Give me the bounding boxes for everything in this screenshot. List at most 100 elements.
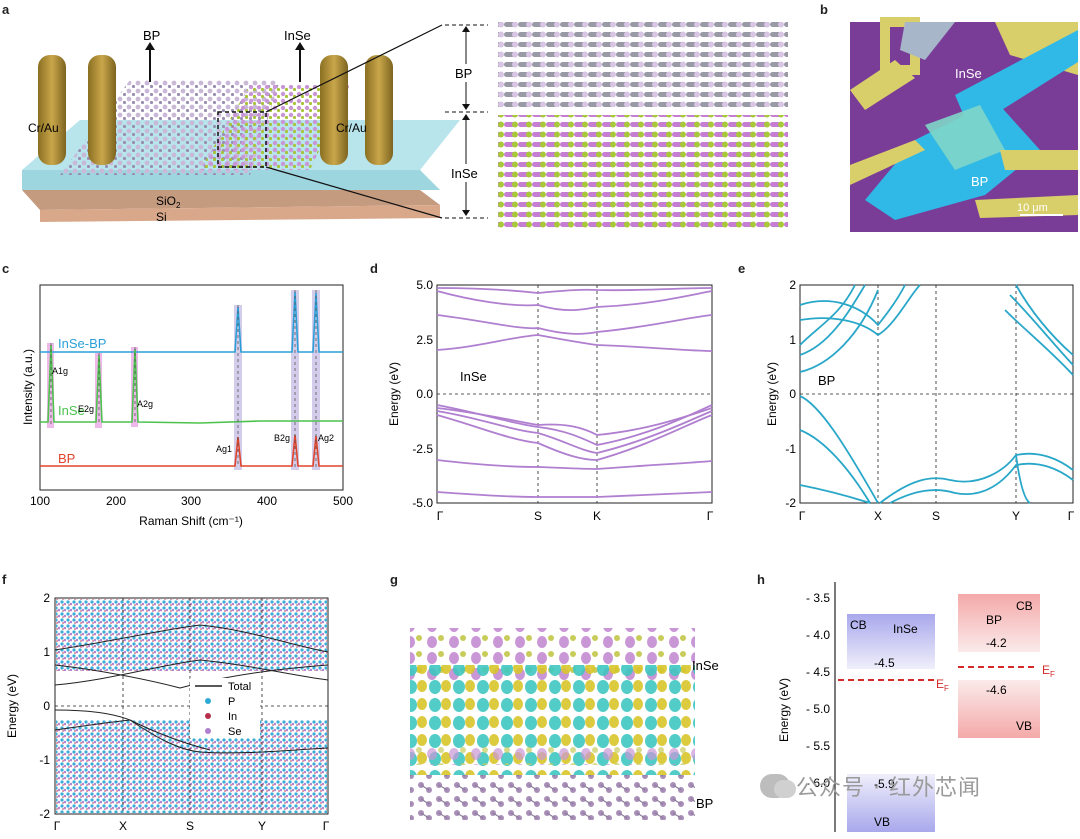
d-xtick-s: S (534, 509, 542, 523)
f-xtick-gamma2: Γ (323, 819, 330, 833)
h-ytick-5.5: - 5.5 (806, 739, 830, 753)
e-xtick-s: S (932, 509, 940, 523)
f-ytick-m1: -1 (39, 753, 50, 767)
label-electrode-left: Cr/Au (28, 121, 59, 135)
h-bp-name: BP (986, 613, 1002, 627)
c-xtick-200: 200 (106, 494, 126, 508)
h-inse-cb-value: -4.5 (874, 656, 895, 670)
f-legend-total: Total (228, 681, 251, 693)
label-layer-bp: BP (455, 66, 472, 81)
f-legend-se: Se (228, 726, 241, 738)
wechat-icon (760, 774, 796, 798)
electrode-left (38, 55, 116, 165)
scale-bar-label: 10 μm (1017, 202, 1048, 214)
h-bp-cb-value: -4.2 (986, 636, 1007, 650)
label-electrode-right: Cr/Au (336, 121, 367, 135)
h-inse-vb-value: -5.9 (874, 777, 895, 791)
h-ytick-5.0: - 5.0 (806, 702, 830, 716)
watermark: 公众号 · 红外芯闻 (760, 770, 981, 802)
peak-b2g: B2g (274, 433, 290, 443)
peak-ag1: Ag1 (216, 444, 232, 454)
panel-label-d: d (370, 261, 378, 276)
panel-label-f: f (2, 572, 7, 587)
d-ytick-m2.5: -2.5 (412, 442, 433, 456)
watermark-text: 公众号 · 红外芯闻 (796, 776, 981, 801)
label-layer-inse: InSe (451, 166, 478, 181)
c-xtick-100: 100 (30, 494, 50, 508)
e-xtick-gamma2: Γ (1068, 509, 1075, 523)
d-ytick-2.5: 2.5 (416, 333, 433, 347)
label-sio2: SiO2 (156, 194, 181, 210)
d-ytick-0: 0.0 (416, 387, 433, 401)
e-xtick-x: X (874, 509, 882, 523)
label-g-bp: BP (696, 796, 713, 811)
raman-chart: InSe-BP InSe BP A1g E2g A2g Ag1 B2g Ag2 … (21, 284, 353, 528)
peak-a2g: A2g (137, 399, 153, 409)
f-ytick-1: 1 (43, 645, 50, 659)
c-xlabel: Raman Shift (cm⁻¹) (139, 514, 243, 528)
f-xtick-x: X (119, 819, 127, 833)
h-inse-vb: VB (874, 815, 890, 829)
e-ytick-0: 0 (789, 387, 796, 401)
c-xtick-300: 300 (181, 494, 201, 508)
e-xtick-y: Y (1012, 509, 1020, 523)
series-label-inse: InSe (58, 403, 85, 418)
h-bp-cb: CB (1016, 599, 1033, 613)
h-fermi-level-right: EF (1042, 663, 1055, 679)
device-schematic: BP InSe Cr/Au Cr/Au SiO2 Si BP InSe (22, 22, 788, 230)
f-xtick-s: S (186, 819, 194, 833)
label-inse-arrow: InSe (284, 28, 311, 43)
panel-label-b: b (820, 2, 828, 17)
h-bp-vb-value: -4.6 (986, 683, 1007, 697)
label-b-bp: BP (971, 174, 988, 189)
panel-e: e BP 2 1 0 -1 -2 (720, 255, 1080, 535)
d-xtick-gamma1: Γ (437, 509, 444, 523)
c-ylabel: Intensity (a.u.) (21, 349, 35, 425)
h-ytick-4.0: - 4.0 (806, 628, 830, 642)
label-bp-arrow: BP (143, 28, 160, 43)
c-xtick-500: 500 (333, 494, 353, 508)
h-inse-cb: CB (850, 618, 867, 632)
f-legend-p: P (228, 696, 235, 708)
e-material-label: BP (818, 373, 835, 388)
e-ytick-2: 2 (789, 278, 796, 292)
f-xtick-gamma1: Γ (54, 819, 61, 833)
f-ytick-0: 0 (43, 699, 50, 713)
f-xtick-y: Y (258, 819, 266, 833)
h-ylabel: Energy (eV) (777, 678, 791, 742)
heterostructure-band-structure: Total P In Se 2 1 0 -1 -2 Γ X S Y Γ Ener… (5, 591, 330, 833)
peak-ag2: Ag2 (318, 433, 334, 443)
h-ytick-3.5: - 3.5 (806, 591, 830, 605)
label-g-inse: InSe (692, 658, 719, 673)
e-ytick-1: 1 (789, 333, 796, 347)
panel-label-g: g (390, 572, 398, 587)
f-legend-in: In (228, 711, 237, 723)
optical-micrograph: InSe BP 10 μm (850, 17, 1078, 232)
h-inse-name: InSe (893, 622, 918, 636)
panel-g: g InSe BP (380, 570, 740, 834)
f-ytick-2: 2 (43, 591, 50, 605)
peak-a1g: A1g (52, 366, 68, 376)
panel-label-e: e (738, 261, 746, 276)
panel-label-a: a (2, 2, 10, 17)
e-ytick-m2: -2 (785, 496, 796, 510)
series-label-inse-bp: InSe-BP (58, 336, 106, 351)
e-xtick-gamma1: Γ (799, 509, 806, 523)
d-ylabel: Energy (eV) (387, 362, 401, 426)
f-ylabel: Energy (eV) (5, 674, 19, 738)
series-label-bp: BP (58, 451, 75, 466)
bp-band-structure: BP 2 1 0 -1 -2 Γ X S Y Γ Energy (eV) (765, 278, 1075, 523)
e-ytick-m1: -1 (785, 442, 796, 456)
h-fermi-level-left: EF (936, 677, 949, 693)
panel-label-c: c (2, 261, 10, 276)
band-alignment-diagram: - 3.5 - 4.0 - 4.5 - 5.0 - 5.5 - 6.0 Ener… (777, 582, 1055, 832)
panel-f: f Total P In (0, 570, 360, 834)
d-ytick-m5: -5.0 (412, 496, 433, 510)
c-xtick-400: 400 (257, 494, 277, 508)
h-ytick-6.0: - 6.0 (806, 776, 830, 790)
d-material-label: InSe (460, 369, 487, 384)
label-si: Si (156, 210, 167, 224)
inse-band-structure: InSe 5.0 2.5 0.0 -2.5 -5.0 Γ S K Γ Energ… (387, 278, 714, 523)
panel-c: c InSe-BP InSe BP A1g E2g A2g Ag1 B2g Ag… (0, 255, 360, 535)
panel-h: h - 3.5 - 4.0 - 4.5 - 5.0 - 5.5 - 6.0 En… (750, 570, 1080, 834)
